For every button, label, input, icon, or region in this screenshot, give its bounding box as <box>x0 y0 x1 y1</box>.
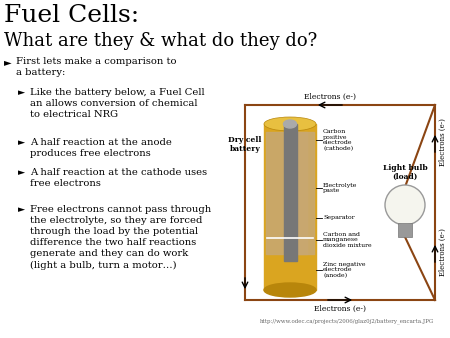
Text: http://www.odec.ca/projects/2006/glaz0j2/battery_encarta.JPG: http://www.odec.ca/projects/2006/glaz0j2… <box>260 318 434 323</box>
Circle shape <box>385 185 425 225</box>
Bar <box>264 124 316 290</box>
Text: Zinc negative
electrode
(anode): Zinc negative electrode (anode) <box>323 262 365 279</box>
Text: Like the battery below, a Fuel Cell
an allows conversion of chemical
to electric: Like the battery below, a Fuel Cell an a… <box>30 88 205 119</box>
Text: A half reaction at the anode
produces free electrons: A half reaction at the anode produces fr… <box>30 138 172 158</box>
Bar <box>297 132 314 254</box>
Text: Electrolyte
paste: Electrolyte paste <box>323 183 357 193</box>
Bar <box>266 132 307 254</box>
Text: A half reaction at the cathode uses
free electrons: A half reaction at the cathode uses free… <box>30 168 207 188</box>
Text: ►: ► <box>18 205 25 214</box>
Ellipse shape <box>264 117 316 131</box>
Bar <box>284 124 297 261</box>
Ellipse shape <box>264 283 316 297</box>
Text: Electrons (e-): Electrons (e-) <box>439 228 447 276</box>
Text: Electrons (e-): Electrons (e-) <box>304 93 356 101</box>
Text: ►: ► <box>18 88 25 97</box>
Text: Carbon
positive
electrode
(cathode): Carbon positive electrode (cathode) <box>323 129 353 151</box>
Text: ►: ► <box>4 57 12 67</box>
Bar <box>398 223 412 237</box>
Text: ►: ► <box>18 168 25 177</box>
Text: Light bulb
(load): Light bulb (load) <box>382 164 428 181</box>
Text: Separator: Separator <box>323 216 355 220</box>
Text: Electrons (e-): Electrons (e-) <box>314 305 366 313</box>
Text: Dry cell
battery: Dry cell battery <box>228 136 261 153</box>
Text: Carbon and
manganese
dioxide mixture: Carbon and manganese dioxide mixture <box>323 232 372 248</box>
Text: What are they & what do they do?: What are they & what do they do? <box>4 32 317 50</box>
Text: ►: ► <box>18 138 25 147</box>
Text: Fuel Cells:: Fuel Cells: <box>4 4 139 27</box>
Text: Electrons (e-): Electrons (e-) <box>439 118 447 166</box>
Text: First lets make a comparison to
a battery:: First lets make a comparison to a batter… <box>16 57 176 77</box>
Text: Free electrons cannot pass through
the electrolyte, so they are forced
through t: Free electrons cannot pass through the e… <box>30 205 211 270</box>
Ellipse shape <box>284 120 297 128</box>
